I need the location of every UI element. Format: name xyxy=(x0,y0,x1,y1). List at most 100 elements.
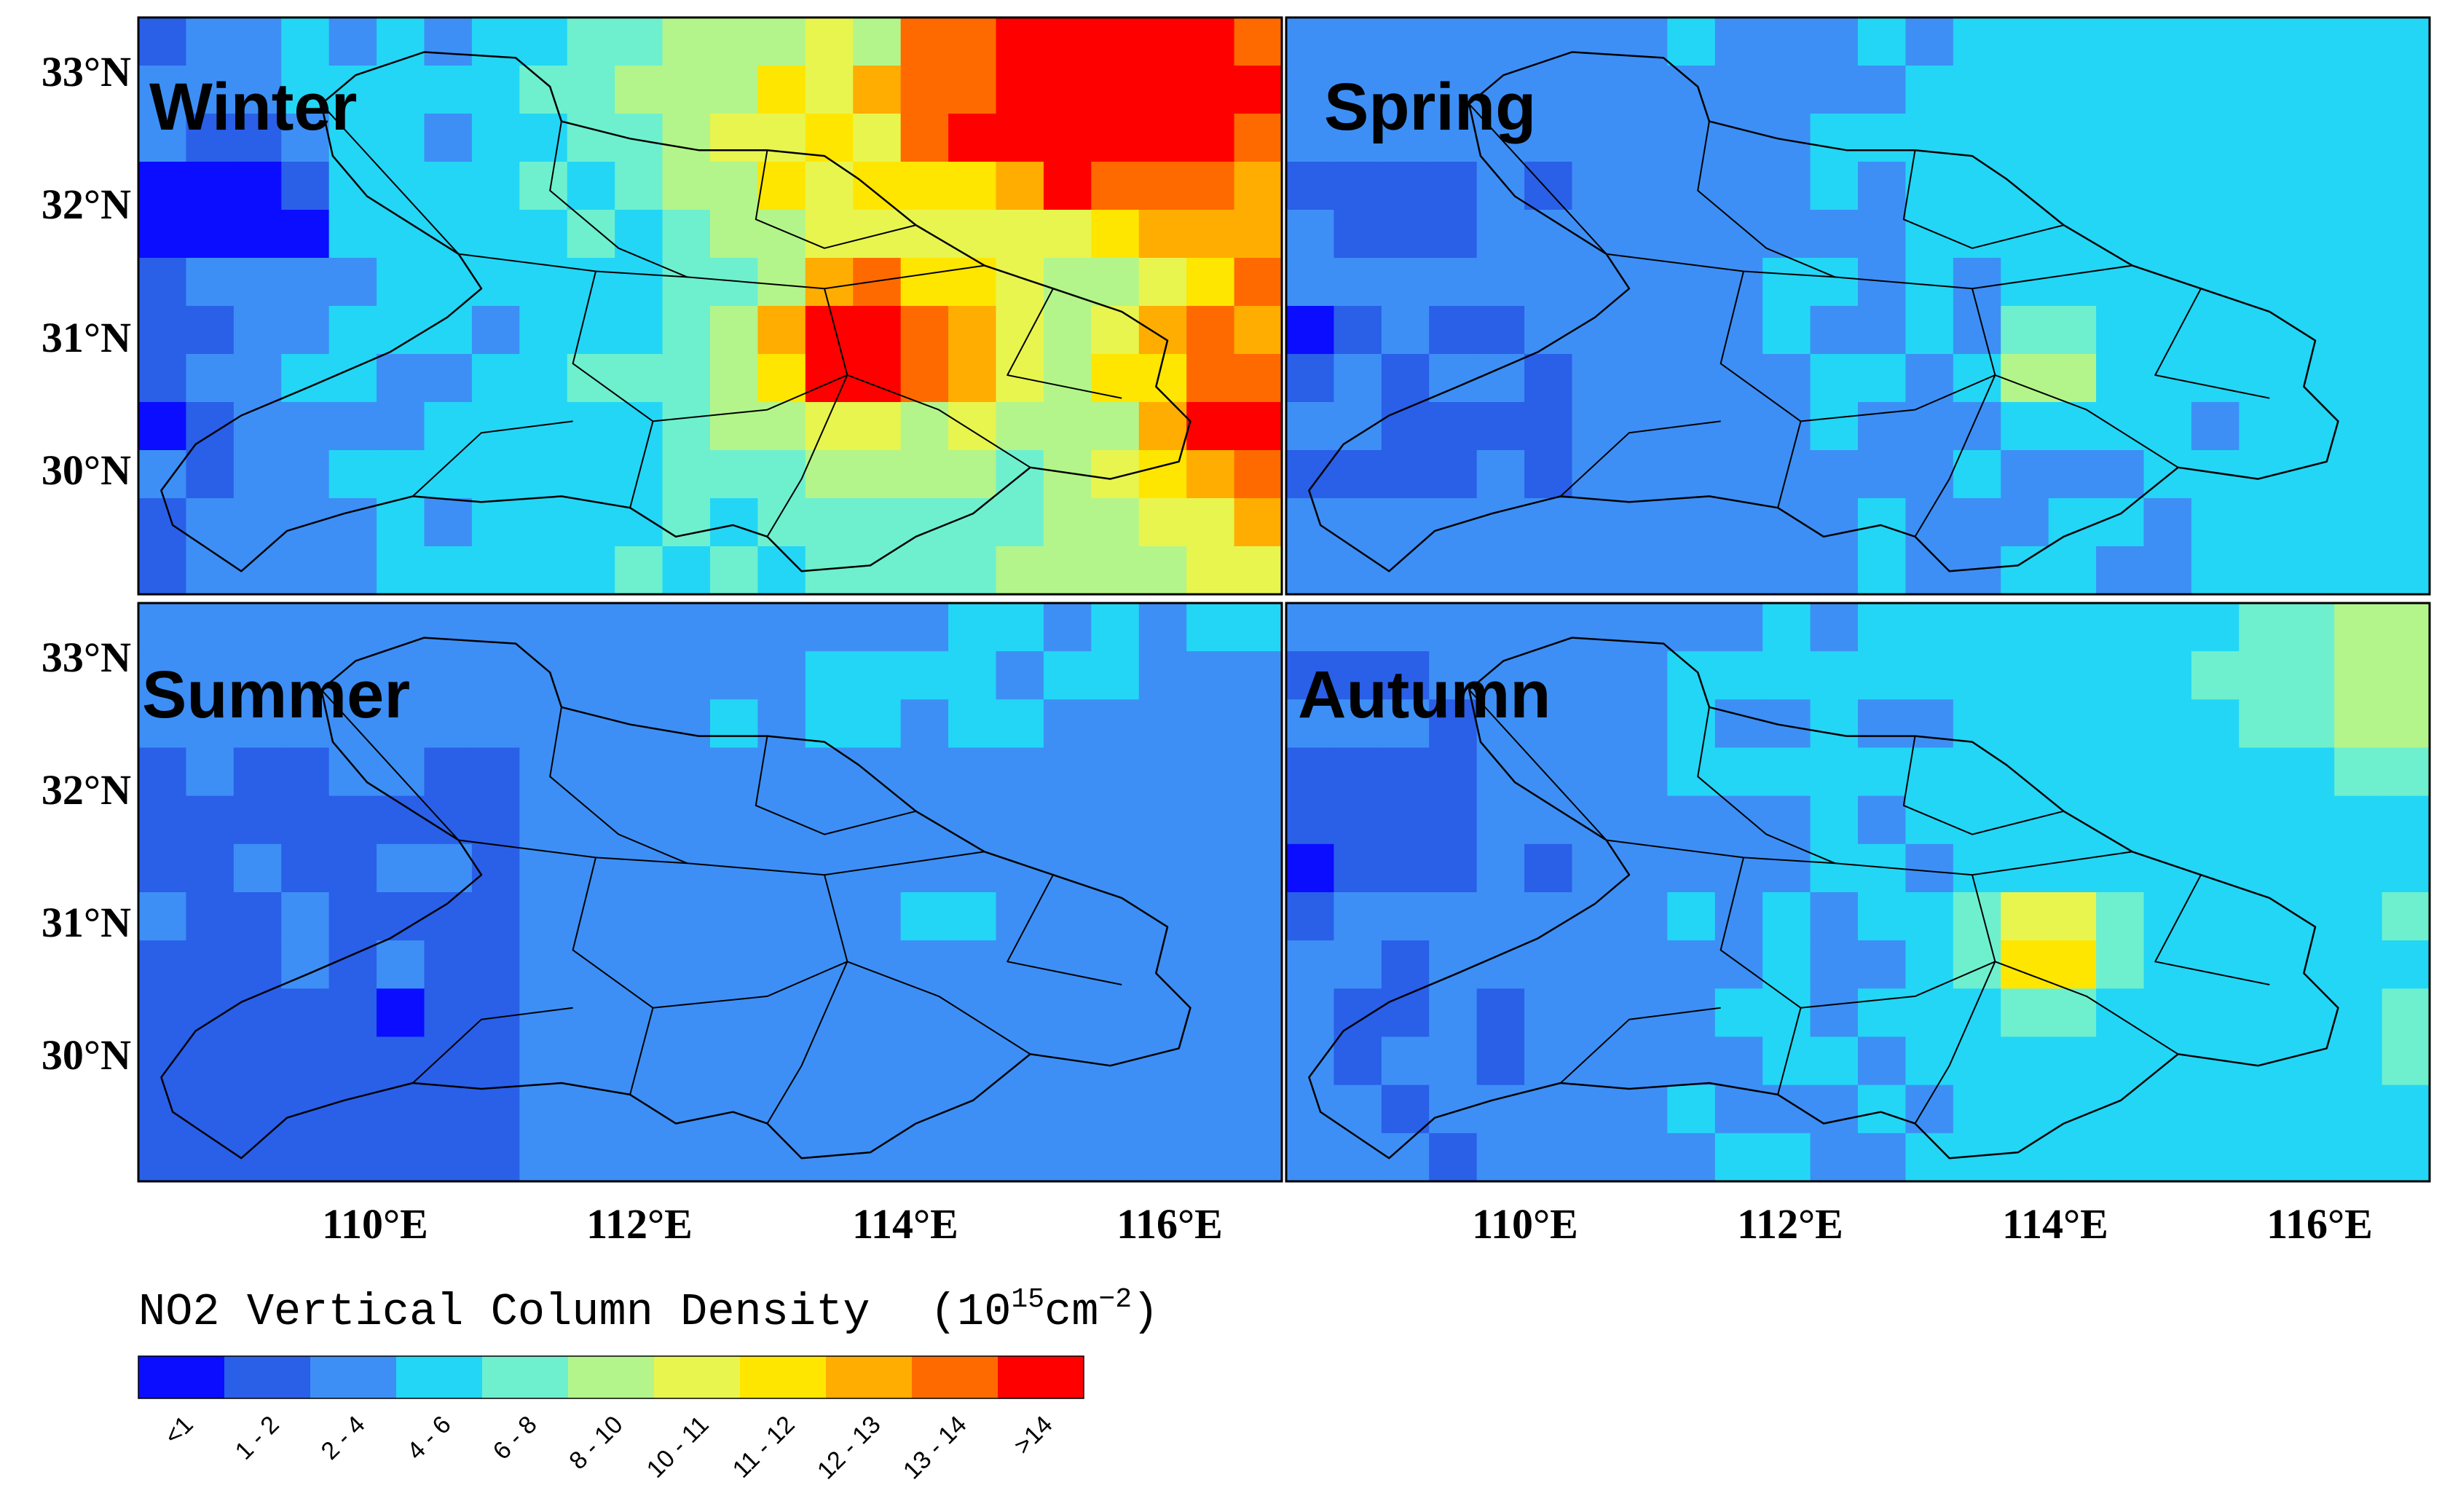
grid-cell xyxy=(471,651,520,700)
grid-cell xyxy=(1810,354,1859,403)
grid-cell xyxy=(424,699,473,749)
grid-cell xyxy=(281,306,330,355)
grid-cell xyxy=(1138,1084,1187,1134)
grid-cell xyxy=(2001,988,2049,1038)
grid-cell xyxy=(1810,940,1859,989)
grid-cell xyxy=(853,988,902,1038)
grid-cell xyxy=(1619,603,1668,652)
grid-cell xyxy=(2096,603,2145,652)
grid-cell xyxy=(138,66,187,114)
grid-cell xyxy=(2334,1036,2383,1086)
grid-cell xyxy=(2382,17,2430,66)
grid-cell xyxy=(1186,258,1235,307)
grid-cell xyxy=(710,651,759,700)
prefecture-boundary xyxy=(320,103,460,255)
grid-cell xyxy=(1286,892,1335,941)
grid-cell xyxy=(662,114,711,162)
grid-cell xyxy=(1234,795,1282,845)
grid-cell xyxy=(1572,699,1620,749)
grid-cell xyxy=(1043,354,1092,403)
grid-cell xyxy=(2048,17,2097,66)
grid-cell xyxy=(328,306,377,355)
grid-cell xyxy=(2048,651,2097,700)
grid-cell xyxy=(186,651,235,700)
grid-cell xyxy=(138,795,187,845)
grid-cell xyxy=(2143,843,2192,893)
grid-cell xyxy=(519,843,568,893)
grid-cell xyxy=(1572,354,1620,403)
grid-cell xyxy=(900,1133,949,1181)
grid-cell xyxy=(1381,1036,1430,1086)
grid-cell xyxy=(2001,306,2049,355)
grid-cell xyxy=(1334,114,1382,162)
grid-cell xyxy=(2143,988,2192,1038)
grid-cell xyxy=(900,114,949,162)
grid-cell xyxy=(2334,988,2383,1038)
grid-cell xyxy=(377,940,425,989)
grid-cell xyxy=(1619,17,1668,66)
grid-cell xyxy=(2048,354,2097,403)
grid-cell xyxy=(1905,450,1954,499)
grid-cell xyxy=(1234,940,1282,989)
grid-cell xyxy=(1334,354,1382,403)
grid-cell xyxy=(710,66,759,114)
grid-cell xyxy=(1334,651,1382,700)
grid-cell xyxy=(519,306,568,355)
grid-cell xyxy=(1138,795,1187,845)
grid-cell xyxy=(519,498,568,547)
grid-cell xyxy=(1572,1036,1620,1086)
grid-cell xyxy=(1429,892,1478,941)
grid-cell xyxy=(186,988,235,1038)
grid-cell xyxy=(1858,651,1907,700)
grid-cell xyxy=(377,1133,425,1181)
grid-cell xyxy=(377,651,425,700)
grid-cell xyxy=(853,892,902,941)
grid-cell xyxy=(1953,258,2001,307)
grid-cell xyxy=(1381,306,1430,355)
grid-cell xyxy=(2382,450,2430,499)
grid-cell xyxy=(1953,795,2001,845)
prefecture-boundary xyxy=(1914,374,1996,538)
grid-cell xyxy=(662,66,711,114)
grid-cell xyxy=(328,258,377,307)
grid-cell xyxy=(1138,162,1187,210)
grid-cell xyxy=(2048,402,2097,451)
grid-cell xyxy=(996,603,1044,652)
grid-cell xyxy=(757,66,806,114)
grid-cell xyxy=(519,354,568,403)
grid-cell xyxy=(281,114,330,162)
grid-cell xyxy=(615,940,663,989)
grid-cell xyxy=(1905,1036,1954,1086)
grid-cell xyxy=(853,306,902,355)
legend-swatch xyxy=(912,1356,998,1398)
grid-cell xyxy=(567,747,615,797)
grid-cell xyxy=(853,747,902,797)
grid-cell xyxy=(615,1084,663,1134)
grid-cell xyxy=(138,114,187,162)
grid-cell xyxy=(2143,1084,2192,1134)
grid-cell xyxy=(2239,354,2288,403)
grid-cell xyxy=(519,603,568,652)
grid-cell xyxy=(1905,162,1954,210)
grid-cell xyxy=(2191,892,2240,941)
grid-cell xyxy=(2096,843,2145,893)
latitude-labels-top: 33°N 32°N 31°N 30°N xyxy=(42,48,131,494)
grid-cell xyxy=(615,498,663,547)
legend-tick-labels: <1 1 - 2 2 - 4 4 - 6 6 - 8 8 - 10 10 - 11 11 - … xyxy=(159,1411,1057,1485)
grid-cell xyxy=(281,498,330,547)
grid-cell xyxy=(615,402,663,451)
grid-cell xyxy=(2143,17,2192,66)
grid-cell xyxy=(1234,210,1282,259)
legend-tick-label: 8 - 10 xyxy=(564,1411,628,1475)
grid-cell xyxy=(2191,402,2240,451)
grid-cell xyxy=(424,114,473,162)
grid-cell xyxy=(900,795,949,845)
grid-cell xyxy=(1043,66,1092,114)
grid-cell xyxy=(1858,699,1907,749)
grid-cell xyxy=(1953,306,2001,355)
grid-cell xyxy=(853,651,902,700)
grid-cell xyxy=(710,162,759,210)
prefecture-boundary xyxy=(1697,706,1835,865)
grid-cell xyxy=(2001,843,2049,893)
grid-cell xyxy=(662,1084,711,1134)
